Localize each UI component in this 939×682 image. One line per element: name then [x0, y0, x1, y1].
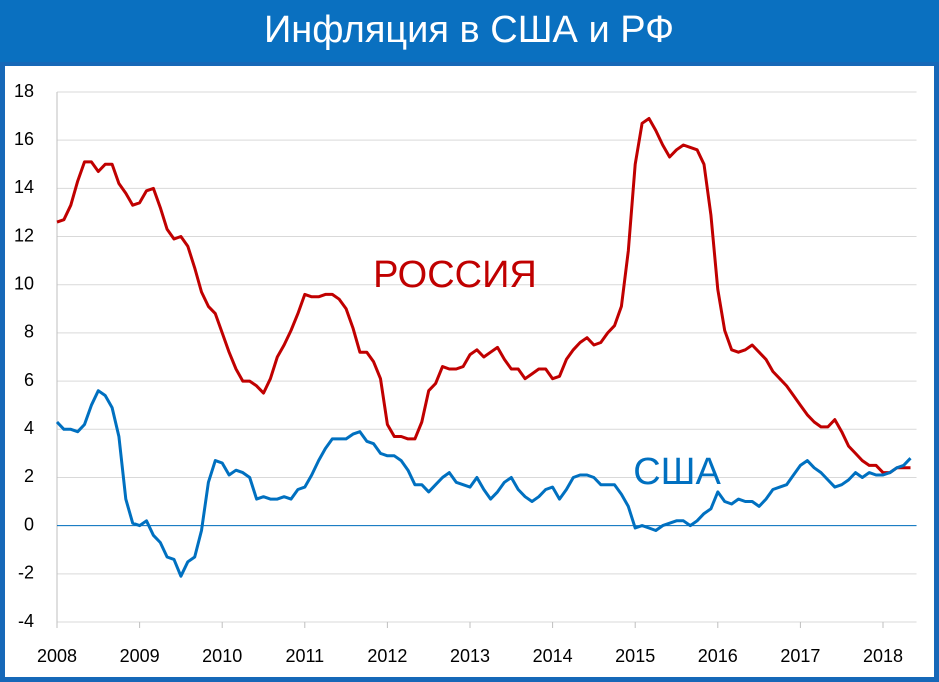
chart-title: Инфляция в США и РФ	[264, 9, 674, 51]
y-tick-label: -2	[18, 563, 34, 583]
y-tick-label: 2	[24, 466, 34, 486]
chart-area	[5, 66, 934, 677]
x-tick-label: 2011	[285, 646, 324, 666]
series-line	[56, 117, 911, 475]
y-tick-label: 10	[14, 273, 34, 293]
x-tick-label: 2010	[202, 646, 242, 666]
y-tick-label: 12	[14, 225, 34, 245]
x-tick-label: 2017	[780, 646, 820, 666]
x-tick-label: 2009	[120, 646, 160, 666]
x-tick-label: 2014	[533, 646, 573, 666]
title-bar	[0, 0, 939, 62]
x-tick-label: 2008	[37, 646, 77, 666]
x-tick-label: 2013	[450, 646, 490, 666]
y-tick-label: 18	[14, 81, 34, 101]
y-tick-label: 8	[24, 322, 34, 342]
y-tick-label: 0	[24, 514, 34, 534]
y-tick-label: -4	[18, 611, 34, 631]
y-tick-label: 4	[24, 418, 34, 438]
x-tick-label: 2018	[863, 646, 903, 666]
series-line	[55, 389, 912, 578]
x-tick-label: 2012	[367, 646, 407, 666]
series-label: США	[633, 451, 721, 493]
series-label: РОССИЯ	[373, 254, 537, 296]
y-tick-label: 14	[14, 177, 34, 197]
x-tick-label: 2015	[615, 646, 655, 666]
y-tick-label: 6	[24, 370, 34, 390]
x-tick-label: 2016	[698, 646, 738, 666]
y-tick-label: 16	[14, 129, 34, 149]
